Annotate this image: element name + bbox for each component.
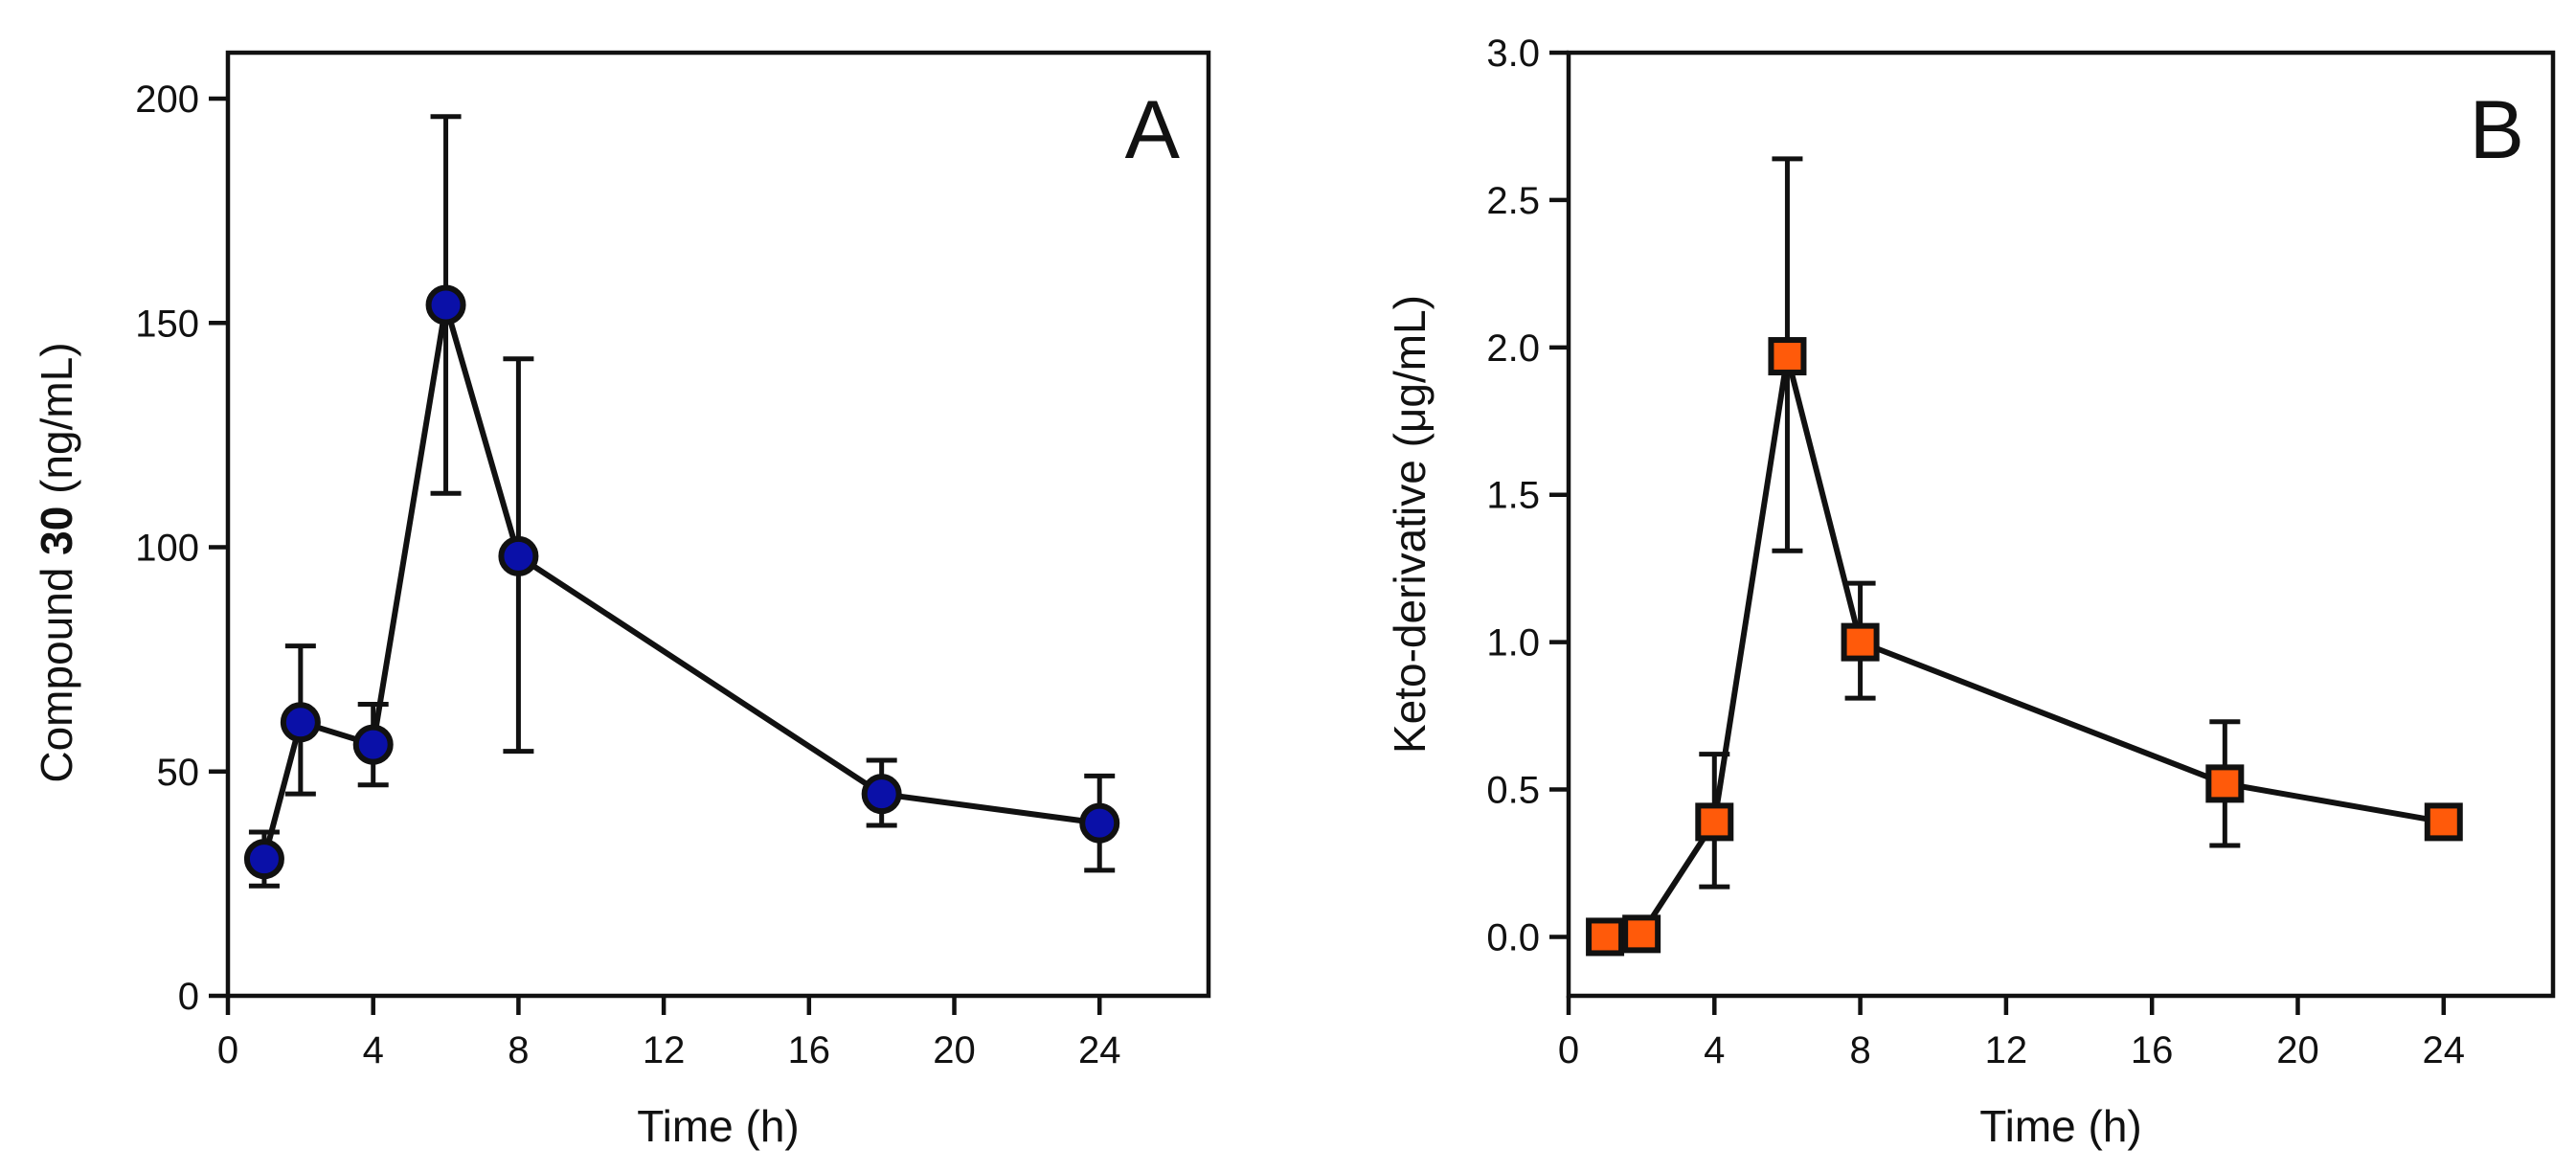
x-tick-label: 20: [933, 1029, 976, 1071]
data-point: [1841, 622, 1880, 662]
y-axis-label-part: Compound: [32, 555, 81, 783]
y-tick-label: 0: [178, 976, 199, 1018]
data-point: [280, 702, 321, 743]
data-point: [2424, 802, 2463, 842]
x-tick-label: 24: [1078, 1029, 1121, 1071]
data-point: [425, 284, 466, 326]
data-point: [1695, 802, 1734, 842]
y-axis-label: Compound 30 (ng/mL): [32, 342, 81, 782]
chart-panel-a: 0 4 8 12 16 20 24 0 50 100 150 200 Time (h) Compound …: [32, 50, 1211, 1151]
data-point: [243, 839, 284, 880]
y-tick-label: 1.5: [1486, 475, 1540, 517]
plot-frame: [225, 50, 1211, 999]
data-point: [1622, 914, 1661, 954]
x-axis-label: Time (h): [1979, 1101, 2142, 1151]
x-tick-label: 16: [788, 1029, 831, 1071]
data-point: [1079, 802, 1120, 844]
y-axis-label-part: Keto-derivative (: [1385, 432, 1435, 754]
x-tick-label: 0: [217, 1029, 238, 1071]
data-point: [1768, 337, 1807, 376]
y-tick-label: 0.0: [1486, 916, 1540, 958]
series-line: [1604, 353, 2445, 940]
y-tick-label: 3.0: [1486, 33, 1540, 75]
y-axis-label-part: (ng/mL): [32, 342, 81, 506]
x-tick-label: 4: [363, 1029, 384, 1071]
x-tick-label: 8: [508, 1029, 529, 1071]
x-tick-label: 16: [2131, 1029, 2174, 1071]
y-tick-label: 200: [135, 79, 199, 121]
y-tick-label: 100: [135, 528, 199, 570]
x-axis-label: Time (h): [637, 1101, 800, 1151]
x-tick-label: 0: [1558, 1029, 1579, 1071]
y-tick-label: 1.0: [1486, 622, 1540, 665]
y-tick-label: 0.5: [1486, 770, 1540, 812]
data-point: [1586, 917, 1625, 957]
x-tick-label: 20: [2276, 1029, 2319, 1071]
y-axis-label-part: μ: [1385, 408, 1435, 434]
y-tick-label: 50: [157, 752, 200, 794]
x-tick-label: 4: [1704, 1029, 1725, 1071]
panel-label: A: [1125, 84, 1181, 176]
panel-label: B: [2470, 84, 2524, 176]
series-line: [261, 302, 1100, 860]
x-tick-label: 12: [643, 1029, 686, 1071]
x-tick-label: 24: [2423, 1029, 2466, 1071]
data-point: [2205, 764, 2245, 803]
x-tick-label: 12: [1985, 1029, 2028, 1071]
plot-frame: [1566, 50, 2556, 999]
chart-panel-b: 0 4 8 12 16 20 24 0.0 0.5 1.0 1.5 2.0 2.5 3.0 Time (h)…: [1385, 33, 2556, 1151]
data-point: [352, 724, 394, 765]
x-tick-label: 8: [1849, 1029, 1870, 1071]
y-axis-label: Keto-derivative (μg/mL): [1385, 295, 1435, 754]
y-axis-label-part: g/mL): [1385, 295, 1435, 408]
data-point: [498, 535, 539, 576]
y-tick-label: 150: [135, 303, 199, 345]
y-tick-label: 2.0: [1486, 327, 1540, 370]
y-axis-label-part: 30: [32, 507, 81, 555]
y-tick-label: 2.5: [1486, 180, 1540, 222]
data-point: [861, 774, 902, 815]
